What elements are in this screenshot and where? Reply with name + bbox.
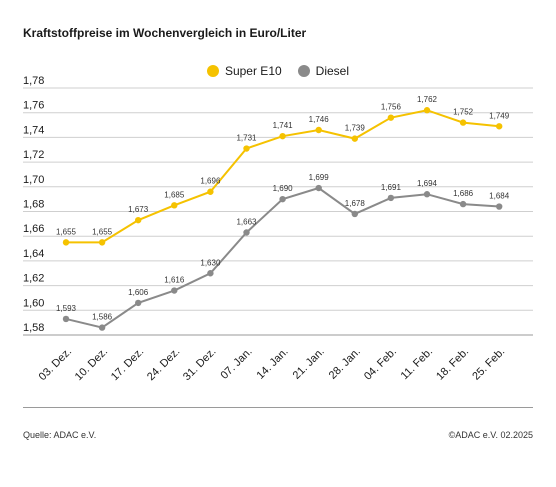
x-tick-label: 18. Feb.	[434, 346, 471, 383]
data-label-super: 1,749	[489, 111, 510, 120]
chart-title: Kraftstoffpreise im Wochenvergleich in E…	[23, 26, 307, 40]
data-point-super	[387, 114, 395, 121]
legend: Super E10 Diesel	[0, 64, 556, 78]
data-point-diesel	[351, 210, 358, 218]
data-point-diesel	[459, 200, 467, 208]
data-label-super: 1,655	[56, 227, 77, 236]
data-label-super: 1,731	[236, 134, 257, 143]
y-tick-label: 1,60	[23, 297, 44, 309]
data-label-super: 1,696	[200, 177, 221, 186]
data-label-diesel: 1,690	[273, 184, 294, 193]
data-label-super: 1,746	[309, 115, 330, 124]
legend-swatch-diesel	[297, 65, 310, 77]
data-label-diesel: 1,586	[92, 313, 113, 322]
data-point-super	[423, 107, 431, 114]
data-point-super	[62, 239, 70, 246]
data-point-super	[279, 132, 286, 140]
legend-label-diesel: Diesel	[315, 64, 350, 78]
line-chart: 1,58 1,60 1,62 1,64 1,66 1,68 1,70 1,72 1,74 1,76…	[23, 75, 533, 383]
source-note: Quelle: ADAC e.V.	[23, 430, 97, 440]
data-point-diesel	[171, 287, 178, 294]
data-point-diesel	[207, 270, 214, 277]
data-label-super: 1,685	[164, 190, 185, 199]
x-tick-label: 31. Dez.	[181, 346, 218, 383]
data-label-diesel: 1,678	[345, 199, 366, 208]
y-tick-label: 1,76	[23, 100, 44, 112]
data-label-super: 1,741	[273, 121, 294, 130]
x-tick-label: 04. Feb.	[362, 346, 399, 383]
legend-item-super: Super E10	[206, 64, 282, 78]
data-label-diesel: 1,686	[453, 189, 474, 198]
x-tick-label: 25. Feb.	[470, 346, 507, 383]
bottom-divider	[23, 407, 533, 408]
legend-swatch-super	[206, 65, 219, 77]
data-point-diesel	[423, 191, 431, 198]
x-tick-label: 21. Jan.	[291, 346, 327, 382]
data-label-super: 1,752	[453, 108, 474, 117]
data-point-super	[135, 216, 142, 224]
data-point-super	[351, 135, 358, 142]
data-point-diesel	[315, 184, 322, 192]
data-point-diesel	[62, 315, 70, 323]
x-tick-label: 03. Dez.	[37, 346, 74, 383]
x-tick-label: 24. Dez.	[145, 346, 182, 383]
x-tick-label: 28. Jan.	[327, 346, 363, 382]
data-point-super	[496, 123, 503, 130]
x-tick-label: 07. Jan.	[218, 346, 254, 382]
y-tick-label: 1,72	[23, 149, 44, 161]
x-tick-label: 14. Jan.	[255, 346, 291, 382]
data-label-diesel: 1,663	[236, 217, 257, 226]
data-point-super	[171, 202, 178, 209]
data-label-super: 1,756	[381, 103, 402, 112]
y-tick-label: 1,74	[23, 124, 44, 136]
y-tick-label: 1,62	[23, 273, 44, 285]
data-point-diesel	[387, 194, 395, 202]
x-tick-label: 11. Feb.	[399, 346, 435, 382]
data-point-diesel	[496, 203, 503, 210]
y-tick-label: 1,64	[23, 248, 44, 260]
data-point-diesel	[243, 229, 250, 236]
data-point-super	[207, 188, 214, 195]
data-label-super: 1,673	[128, 205, 149, 214]
y-tick-label: 1,58	[23, 322, 44, 334]
copyright-note: ©ADAC e.V. 02.2025	[448, 430, 533, 440]
data-point-super	[243, 145, 250, 152]
data-label-diesel: 1,691	[381, 183, 402, 192]
data-label-diesel: 1,699	[309, 173, 330, 182]
data-label-diesel: 1,630	[200, 258, 221, 267]
y-tick-label: 1,68	[23, 199, 44, 211]
data-label-diesel: 1,616	[164, 276, 185, 285]
y-tick-label: 1,78	[23, 75, 44, 87]
data-point-super	[315, 126, 322, 134]
data-label-super: 1,655	[92, 227, 113, 236]
x-tick-label: 17. Dez.	[109, 346, 146, 383]
y-tick-label: 1,70	[23, 174, 44, 186]
data-label-diesel: 1,684	[489, 192, 510, 201]
x-tick-label: 10. Dez.	[73, 346, 110, 383]
data-point-diesel	[135, 299, 142, 307]
data-label-diesel: 1,593	[56, 304, 77, 313]
legend-label-super: Super E10	[224, 64, 282, 78]
data-label-diesel: 1,606	[128, 288, 149, 297]
y-tick-label: 1,66	[23, 223, 44, 235]
legend-item-diesel: Diesel	[297, 64, 350, 78]
data-point-diesel	[279, 195, 286, 203]
data-label-super: 1,739	[345, 124, 366, 133]
data-label-super: 1,762	[417, 95, 438, 104]
data-label-diesel: 1,694	[417, 179, 438, 188]
data-point-diesel	[98, 324, 106, 331]
data-point-super	[459, 119, 467, 126]
data-point-super	[98, 239, 106, 246]
